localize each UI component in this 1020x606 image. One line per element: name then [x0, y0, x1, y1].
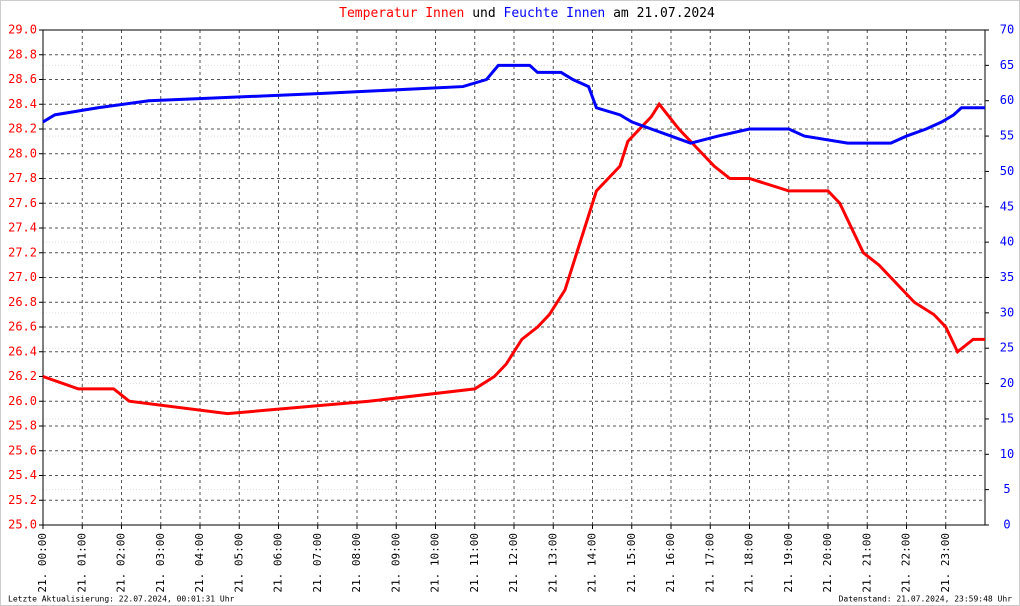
y-tick-label: 26.4	[8, 344, 37, 358]
title-part: am 21.07.2024	[613, 6, 715, 21]
x-tick-label: 21. 04:00	[193, 533, 206, 593]
y2-tick-label: 50	[1000, 164, 1014, 178]
y2-tick-label: 5	[1003, 482, 1010, 496]
x-tick-label: 21. 08:00	[350, 533, 363, 593]
x-tick-label: 21. 16:00	[664, 533, 677, 593]
y2-tick-label: 65	[1000, 58, 1014, 72]
y-tick-label: 25.6	[8, 443, 37, 457]
y2-tick-label: 20	[1000, 376, 1014, 390]
footer-left: Letzte Aktualisierung: 22.07.2024, 00:01…	[8, 595, 235, 604]
x-tick-label: 21. 20:00	[821, 533, 834, 593]
y2-tick-label: 60	[1000, 93, 1014, 107]
x-tick-label: 21. 23:00	[939, 533, 952, 593]
y-tick-label: 28.2	[8, 122, 37, 136]
y2-tick-label: 35	[1000, 270, 1014, 284]
data-line	[42, 101, 985, 416]
x-tick-label: 21. 17:00	[703, 533, 716, 593]
title-part: Temperatur Innen	[339, 6, 464, 21]
x-tick-label: 21. 18:00	[743, 533, 756, 593]
y2-tick-label: 45	[1000, 199, 1014, 213]
y2-tick-label: 10	[1000, 447, 1014, 461]
x-tick-label: 21. 00:00	[36, 533, 49, 593]
title-part: und	[472, 6, 495, 21]
data-line	[42, 63, 985, 145]
y-tick-label: 28.0	[8, 146, 37, 160]
x-tick-label: 21. 06:00	[272, 533, 285, 593]
x-tick-label: 21. 07:00	[311, 533, 324, 593]
y-tick-label: 27.0	[8, 270, 37, 284]
chart-title: Temperatur Innen und Feuchte Innen am 21…	[339, 6, 715, 21]
x-tick-label: 21. 21:00	[860, 533, 873, 593]
y-tick-label: 25.2	[8, 493, 37, 507]
y-tick-label: 27.2	[8, 245, 37, 259]
x-tick-label: 21. 10:00	[429, 533, 442, 593]
y-tick-label: 25.0	[8, 518, 37, 532]
y-tick-label: 28.6	[8, 72, 37, 86]
y-tick-label: 25.4	[8, 468, 37, 482]
y-tick-label: 26.6	[8, 320, 37, 334]
y2-tick-label: 70	[1000, 23, 1014, 37]
y-tick-label: 27.6	[8, 196, 37, 210]
y2-tick-label: 0	[1003, 518, 1010, 532]
footer-right: Datenstand: 21.07.2024, 23:59:48 Uhr	[839, 595, 1013, 604]
y-tick-label: 26.2	[8, 369, 37, 383]
y2-tick-label: 55	[1000, 129, 1014, 143]
y-tick-label: 26.8	[8, 295, 37, 309]
y2-tick-label: 15	[1000, 411, 1014, 425]
x-tick-label: 21. 09:00	[389, 533, 402, 593]
x-tick-label: 21. 13:00	[546, 533, 559, 593]
x-tick-label: 21. 14:00	[586, 533, 599, 593]
y-tick-label: 28.8	[8, 47, 37, 61]
x-tick-label: 21. 05:00	[232, 533, 245, 593]
x-tick-label: 21. 22:00	[900, 533, 913, 593]
x-tick-label: 21. 15:00	[625, 533, 638, 593]
y-tick-label: 26.0	[8, 394, 37, 408]
title-part: Feuchte Innen	[504, 6, 606, 21]
x-tick-label: 21. 01:00	[75, 533, 88, 593]
x-tick-label: 21. 02:00	[115, 533, 128, 593]
y-tick-label: 28.4	[8, 97, 37, 111]
y2-tick-label: 25	[1000, 341, 1014, 355]
x-tick-label: 21. 11:00	[468, 533, 481, 593]
y-tick-label: 29.0	[8, 23, 37, 37]
y-tick-label: 25.8	[8, 419, 37, 433]
x-tick-label: 21. 12:00	[507, 533, 520, 593]
x-tick-label: 21. 03:00	[154, 533, 167, 593]
y-tick-label: 27.8	[8, 171, 37, 185]
x-tick-label: 21. 19:00	[782, 533, 795, 593]
plot-border	[42, 29, 986, 526]
y-tick-label: 27.4	[8, 221, 37, 235]
y2-tick-label: 30	[1000, 305, 1014, 319]
y2-tick-label: 40	[1000, 235, 1014, 249]
